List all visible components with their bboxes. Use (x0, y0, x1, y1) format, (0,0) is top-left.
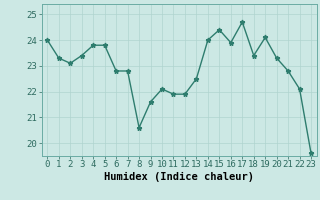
X-axis label: Humidex (Indice chaleur): Humidex (Indice chaleur) (104, 172, 254, 182)
